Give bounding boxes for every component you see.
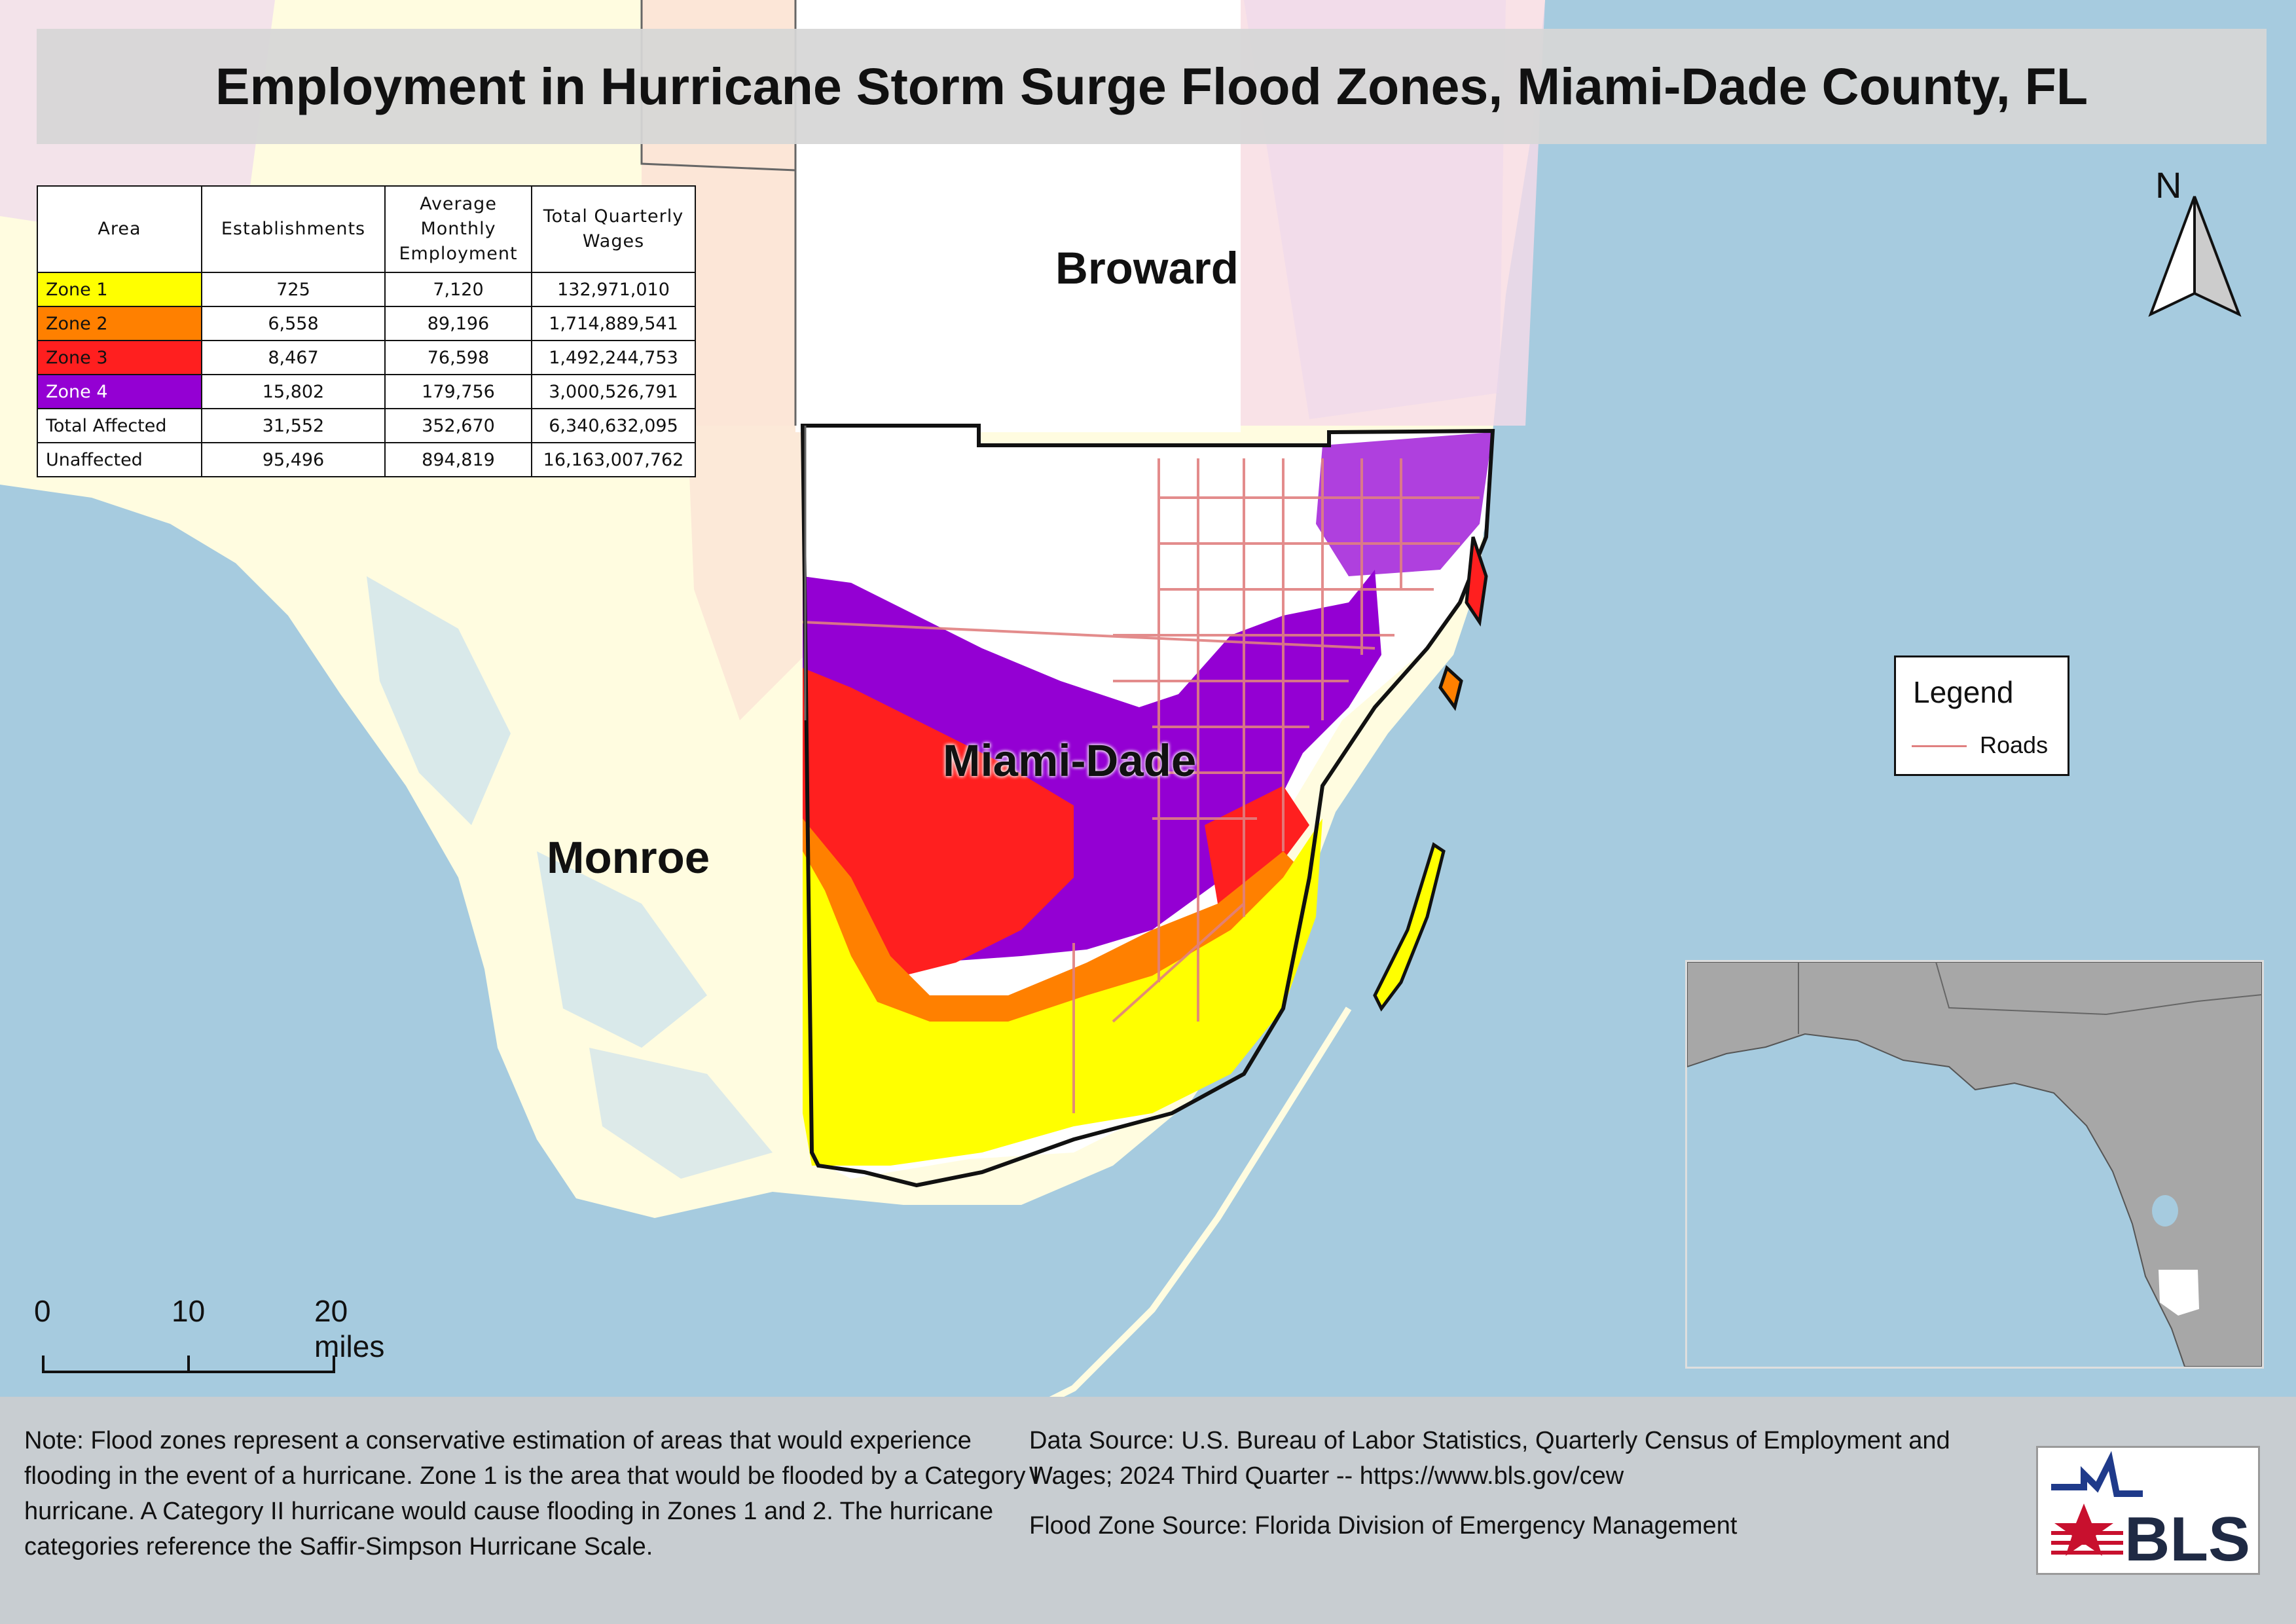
- row-area: Zone 2: [37, 306, 202, 341]
- header-employment: Average Monthly Employment: [384, 185, 532, 273]
- roads-line-icon: [1912, 745, 1967, 747]
- bls-logo-icon: BLS: [2051, 1450, 2250, 1574]
- table-row: Zone 1 725 7,120 132,971,010: [37, 272, 696, 307]
- row-establishments: 725: [201, 272, 386, 307]
- scale-label-0: 0: [34, 1294, 51, 1328]
- table-row: Unaffected 95,496 894,819 16,163,007,762: [37, 442, 696, 477]
- row-establishments: 6,558: [201, 306, 386, 341]
- row-area: Zone 3: [37, 340, 202, 375]
- table-row: Zone 4 15,802 179,756 3,000,526,791: [37, 374, 696, 409]
- north-arrow-icon: [2148, 196, 2242, 317]
- row-area: Zone 4: [37, 374, 202, 409]
- row-employment: 352,670: [384, 408, 532, 443]
- map-legend: Legend Roads: [1894, 655, 2069, 776]
- inset-map-icon: [1687, 962, 2262, 1367]
- scale-bar: 0 10 20 miles: [26, 1293, 384, 1378]
- header-wages: Total Quarterly Wages: [531, 185, 696, 273]
- flood-zone-1: [803, 819, 1322, 1166]
- miami-dade-boundary: [800, 424, 1495, 1188]
- table-row: Total Affected 31,552 352,670 6,340,632,…: [37, 408, 696, 443]
- north-label: N: [2155, 164, 2182, 206]
- row-establishments: 15,802: [201, 374, 386, 409]
- row-establishments: 31,552: [201, 408, 386, 443]
- flood-source-text: Flood Zone Source: Florida Division of E…: [1029, 1512, 1738, 1540]
- row-area: Total Affected: [37, 408, 202, 443]
- flood-zone-3: [803, 668, 1074, 982]
- north-arrow: N: [2146, 164, 2205, 321]
- bls-logo: BLS: [2036, 1446, 2260, 1575]
- footer-panel: Note: Flood zones represent a conservati…: [0, 1397, 2296, 1624]
- row-wages: 16,163,007,762: [531, 442, 696, 477]
- row-wages: 3,000,526,791: [531, 374, 696, 409]
- inset-locator-map: [1685, 960, 2264, 1369]
- row-establishments: 8,467: [201, 340, 386, 375]
- header-area: Area: [37, 185, 202, 273]
- row-wages: 132,971,010: [531, 272, 696, 307]
- title-banner: Employment in Hurricane Storm Surge Floo…: [37, 29, 2267, 144]
- table-row: Zone 3 8,467 76,598 1,492,244,753: [37, 340, 696, 375]
- row-wages: 6,340,632,095: [531, 408, 696, 443]
- footer-sources: Data Source: U.S. Bureau of Labor Statis…: [1029, 1423, 2024, 1558]
- table-header-row: Area Establishments Average Monthly Empl…: [37, 185, 696, 273]
- row-employment: 89,196: [384, 306, 532, 341]
- data-source-text: Data Source: U.S. Bureau of Labor Statis…: [1029, 1427, 1950, 1490]
- row-employment: 76,598: [384, 340, 532, 375]
- scale-label-20: 20 miles: [314, 1294, 385, 1363]
- map-title: Employment in Hurricane Storm Surge Floo…: [215, 57, 2088, 115]
- row-area: Zone 1: [37, 272, 202, 307]
- table-row: Zone 2 6,558 89,196 1,714,889,541: [37, 306, 696, 341]
- row-area: Unaffected: [37, 442, 202, 477]
- row-wages: 1,714,889,541: [531, 306, 696, 341]
- header-establishments: Establishments: [201, 185, 386, 273]
- employment-table: Area Establishments Average Monthly Empl…: [37, 185, 696, 477]
- county-label-broward: Broward: [1055, 243, 1239, 293]
- footer-note: Note: Flood zones represent a conservati…: [24, 1427, 1040, 1560]
- scale-label-10: 10: [172, 1294, 206, 1328]
- row-establishments: 95,496: [201, 442, 386, 477]
- row-employment: 7,120: [384, 272, 532, 307]
- legend-title: Legend: [1913, 675, 2014, 709]
- county-label-miami-dade: Miami-Dade: [943, 735, 1197, 786]
- logo-text: BLS: [2124, 1504, 2250, 1573]
- county-label-monroe: Monroe: [547, 832, 710, 883]
- row-employment: 894,819: [384, 442, 532, 477]
- legend-roads-label: Roads: [1980, 731, 2049, 758]
- row-wages: 1,492,244,753: [531, 340, 696, 375]
- row-employment: 179,756: [384, 374, 532, 409]
